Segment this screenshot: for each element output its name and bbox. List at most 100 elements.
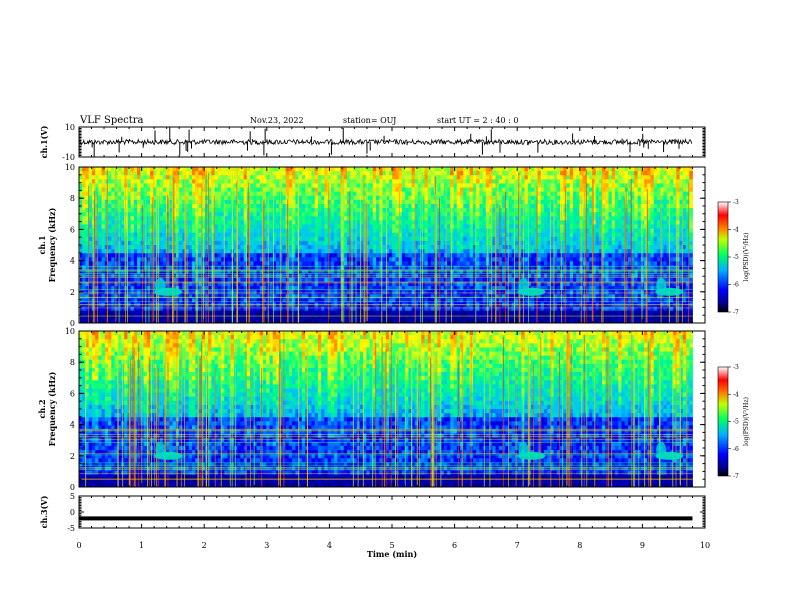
ch1-spectrogram-cell	[443, 310, 448, 316]
ch1-spectrogram-cell	[424, 290, 429, 295]
ch1-spectrogram-cell	[175, 298, 180, 303]
ch1-spectrogram-cell	[327, 228, 332, 234]
ch1-spectrogram-cell	[434, 240, 438, 246]
ch1-spectrogram-cell	[150, 175, 154, 180]
ch1-spectrogram-cell	[124, 249, 128, 254]
ch1-spectrogram-cell	[372, 245, 377, 250]
ch1-spectrogram-cell	[162, 257, 167, 262]
ch1-spectrogram-cell	[91, 257, 96, 262]
ch1-spectrogram-cell	[430, 240, 435, 246]
ch1-spectrogram-cell	[104, 216, 109, 221]
ch1-spectrogram-cell	[266, 171, 270, 176]
ch1-spectrogram-cell	[159, 261, 164, 266]
ch1-spectrogram-cell	[120, 314, 125, 320]
ch1-spectrogram-cell	[469, 195, 474, 201]
ch1-spectrogram-cell	[240, 261, 245, 266]
ch1-spectrogram-cell	[256, 228, 261, 234]
ch1-spectrogram-cell	[330, 265, 335, 271]
ch1-spectrogram-cell	[324, 314, 329, 320]
ch1-spectrogram-cell	[188, 310, 193, 316]
ch1-spectrogram-cell	[282, 195, 287, 201]
ch1-spectrogram-cell	[88, 216, 93, 221]
ch1-spectrogram-cell	[104, 191, 109, 197]
ch1-spectrogram-cell	[137, 245, 141, 250]
ch1-spectrogram-cell	[298, 240, 303, 246]
ch1-spectrogram-cell	[479, 195, 484, 201]
ch1-spectrogram-cell	[324, 245, 329, 250]
ch1-spectrogram-cell	[130, 306, 135, 312]
ch1-spectrogram-cell	[179, 314, 183, 320]
ch1-spectrogram-cell	[269, 175, 274, 180]
ch1-spectrogram-cell	[104, 290, 109, 295]
ch1-spectrogram-cell	[372, 187, 377, 193]
ch1-spectrogram-cell	[334, 265, 338, 271]
ch1-spectrogram-cell	[392, 175, 396, 180]
ch1-spectrogram-cell	[427, 245, 432, 250]
ch1-spectrogram-cell	[208, 167, 212, 172]
ch1-spectrogram-cell	[143, 175, 148, 180]
ch1-spectrogram-cell	[143, 216, 148, 221]
ch1-spectrogram-cell	[114, 253, 119, 258]
ch1-spectrogram-cell	[382, 208, 387, 213]
ch1-spectrogram-cell	[162, 245, 167, 250]
ch1-spectrogram-cell	[253, 187, 257, 193]
ch1-spectrogram-cell	[334, 199, 338, 205]
ch1-spectrogram-cell	[85, 265, 90, 271]
ch1-spectrogram-cell	[98, 257, 102, 262]
ch1-spectrogram-cell	[224, 183, 228, 188]
ch1-spectrogram-cell	[427, 261, 432, 266]
ch1-spectrogram-cell	[108, 212, 112, 217]
ch1-spectrogram-cell	[427, 294, 432, 299]
ch1-spectrogram-cell	[382, 183, 387, 188]
ch1-spectrogram-cell	[447, 167, 451, 172]
ch1-spectrogram-cell	[114, 314, 119, 320]
ch1-spectrogram-cell	[282, 236, 287, 242]
ch1-spectrogram-cell	[159, 257, 164, 262]
ch1-spectrogram-cell	[443, 257, 448, 262]
ch1-spectrogram-cell	[392, 199, 396, 205]
ch1-spectrogram-cell	[95, 224, 99, 229]
ch1-spectrogram-cell	[108, 195, 112, 201]
ch1-spectrogram-cell	[137, 290, 141, 295]
ch1-spectrogram-cell	[246, 290, 251, 295]
ch1-spectrogram-cell	[447, 212, 451, 217]
ch1-spectrogram-cell	[408, 212, 412, 217]
ch1-spectrogram-cell	[463, 167, 467, 172]
ch1-spectrogram-cell	[353, 290, 358, 295]
ch1-spectrogram-cell	[137, 298, 141, 303]
ch1-spectrogram-cell	[159, 199, 164, 205]
ch1-spectrogram-cell	[353, 224, 358, 229]
ch1-spectrogram-cell	[127, 175, 132, 180]
ch1-spectrogram-cell	[334, 310, 338, 316]
ch1-spectrogram-cell	[117, 306, 122, 312]
ch1-spectrogram-cell	[479, 314, 484, 320]
ch1-spectrogram-cell	[392, 236, 396, 242]
ch1-spectrogram-cell	[88, 191, 93, 197]
ch1-spectrogram-cell	[311, 294, 316, 299]
ch1-spectrogram-cell	[418, 261, 422, 266]
ch1-spectrogram-cell	[356, 240, 361, 246]
ch1-spectrogram-cell	[140, 187, 144, 193]
ch1-spectrogram-cell	[137, 171, 141, 176]
ch1-spectrogram-cell	[162, 249, 167, 254]
ch1-spectrogram-cell	[192, 208, 196, 213]
ch1-spectrogram-cell	[411, 261, 416, 266]
ch1-spectrogram-cell	[159, 310, 164, 316]
ch1-spectrogram-cell	[211, 187, 216, 193]
ch1-spectrogram-cell	[91, 249, 96, 254]
ch1-spectrogram-cell	[418, 245, 422, 250]
ch1-spectrogram-cell	[443, 220, 448, 225]
ch1-spectrogram-cell	[466, 199, 471, 205]
ch1-spectrogram-cell	[256, 249, 261, 254]
ch1-spectrogram-cell	[98, 318, 102, 324]
ch1-spectrogram-cell	[95, 294, 99, 299]
ch1-spectrogram-cell	[385, 314, 390, 320]
ch1-spectrogram-cell	[418, 208, 422, 213]
ch1-spectrogram-cell	[88, 310, 93, 316]
ch1-spectrogram-cell	[159, 240, 164, 246]
ch1-spectrogram-cell	[443, 179, 448, 184]
ch1-spectrogram-cell	[104, 245, 109, 250]
ch1-spectrogram-cell	[146, 179, 151, 184]
ch1-spectrogram-cell	[159, 220, 164, 225]
ch1-spectrogram-cell	[434, 203, 438, 209]
